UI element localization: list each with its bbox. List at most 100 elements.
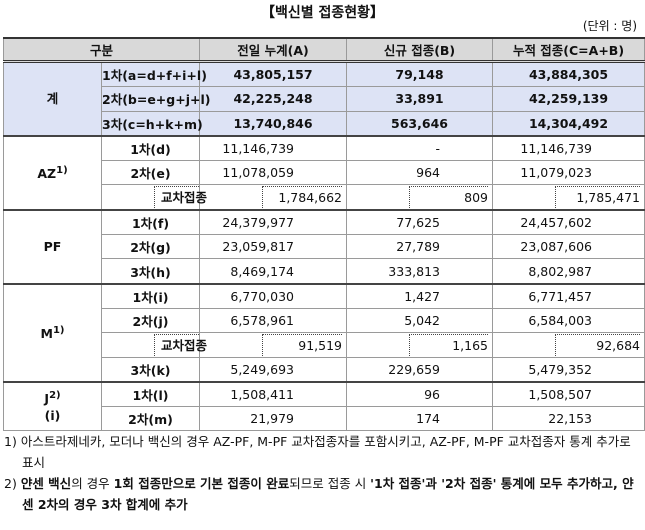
table-row: 3차(c=h+k+m) 13,740,846 563,646 14,304,492 — [4, 110, 645, 137]
row-label: 2차(m) — [101, 406, 200, 432]
cell-value: 1,508,507 — [492, 380, 645, 408]
table-row: PF 1차(f) 24,379,977 77,625 24,457,602 — [3, 208, 645, 285]
cell-value: 5,479,352 — [492, 356, 645, 383]
cell-value: 23,059,817 — [199, 234, 347, 260]
title: 【백신별 접종현황】 — [260, 5, 385, 21]
row-label: 2차(j) — [101, 307, 200, 334]
note: 1) 아스트라제네카, 모더나 백신의 경우 AZ-PF, M-PF 교차접종자… — [4, 431, 642, 473]
cell-value: 229,659 — [346, 356, 493, 383]
table-row: 2차(e) 11,078,059 964 11,079,023 — [4, 160, 645, 186]
cell-value: 92,684 — [492, 332, 645, 358]
column-header: 구분 — [3, 37, 200, 63]
cell-value: 11,078,059 — [199, 160, 347, 186]
cell-value: 43,884,305 — [492, 60, 645, 88]
group-name: J — [44, 391, 50, 407]
cell-value: 563,646 — [346, 110, 493, 137]
group-label: 계 — [3, 60, 102, 137]
cell-value: 43,805,157 — [199, 60, 347, 88]
row-label: 1차(l) — [101, 380, 200, 408]
group-name: M — [40, 325, 53, 341]
note-mark: 2) — [4, 476, 17, 491]
group-label: PF — [3, 208, 102, 285]
unit: (단위 : 명) — [582, 19, 637, 33]
group-name: 계 — [46, 90, 59, 106]
cell-value: 1,427 — [346, 282, 493, 309]
cell-value: 13,740,846 — [199, 110, 347, 137]
cell-value: 77,625 — [346, 208, 493, 236]
note-text: '1차 접종'과 '2차 접종' 통계에 모두 추가하고, 얀센 2차의 경우 … — [22, 476, 634, 512]
note-text: 1회 접종만으로 기본 접종이 완료 — [113, 476, 290, 491]
table-row: 2차(m) 21,979 174 22,153 — [4, 406, 645, 432]
note-text: 의 경우 — [71, 476, 114, 491]
table-row: M1) 1차(i) 6,770,030 1,427 6,771,457 — [3, 282, 645, 383]
group-label: M1) — [3, 282, 102, 383]
cell-value: 6,770,030 — [199, 282, 347, 309]
cell-value: 809 — [346, 184, 493, 211]
cell-value: 11,079,023 — [492, 160, 645, 186]
row-label: 2차(e) — [101, 160, 200, 186]
cross-label: 교차접종 — [154, 333, 207, 356]
cross-value: 92,684 — [555, 333, 640, 356]
note-mark: 1) — [4, 434, 17, 449]
cell-value: 1,785,471 — [492, 184, 645, 211]
table-row: 2차(g) 23,059,817 27,789 23,087,606 — [4, 234, 645, 260]
cell-value: 6,771,457 — [492, 282, 645, 309]
row-label: 1차(d) — [101, 134, 200, 162]
note-text: 얀센 백신 — [20, 476, 72, 491]
table-row: 교차접종 91,519 1,165 92,684 — [4, 332, 645, 358]
cell-value: 964 — [346, 160, 493, 186]
cell-value: 1,784,662 — [199, 184, 347, 211]
group-sub: (i) — [44, 407, 61, 423]
cell-value: 8,469,174 — [199, 258, 347, 285]
table-row: 계 1차(a=d+f+i+l) 43,805,157 79,148 43,884,305 — [3, 60, 645, 137]
cell-value: 24,457,602 — [492, 208, 645, 236]
cell-value: 27,789 — [346, 234, 493, 260]
group-label: J2) (i) — [3, 380, 102, 432]
table-row: 2차(b=e+g+j+l) 42,225,248 33,891 42,259,139 — [4, 86, 645, 112]
cell-value: 24,379,977 — [199, 208, 347, 236]
header-row: 구분 전일 누계(A) 신규 접종(B) 누적 접종(C=A+B) — [3, 37, 645, 63]
cell-value: 21,979 — [199, 406, 347, 432]
table-row: 교차접종 1,784,662 809 1,785,471 — [4, 184, 645, 211]
cell-value: 96 — [346, 380, 493, 408]
cross-value: 1,785,471 — [555, 186, 640, 209]
cell-value: 91,519 — [199, 332, 347, 358]
group-note: 2) — [49, 390, 61, 402]
cell-value: 11,146,739 — [492, 134, 645, 162]
notes: 1) 아스트라제네카, 모더나 백신의 경우 AZ-PF, M-PF 교차접종자… — [4, 431, 642, 515]
cell-value: 174 — [346, 406, 493, 432]
cell-value: - — [346, 134, 493, 162]
row-label: 3차(k) — [101, 356, 200, 383]
cell-value: 23,087,606 — [492, 234, 645, 260]
cell-value: 1,165 — [346, 332, 493, 358]
cross-label: 교차접종 — [154, 186, 207, 209]
cell-value: 6,578,961 — [199, 307, 347, 334]
cell-value: 33,891 — [346, 86, 493, 112]
table-row: J2) (i) 1차(l) 1,508,411 96 1,508,507 — [3, 380, 645, 432]
row-label: 1차(f) — [101, 208, 200, 236]
row-label: 1차(a=d+f+i+l) — [101, 60, 207, 88]
row-label: 교차접종 — [101, 332, 207, 358]
row-label: 3차(h) — [101, 258, 200, 285]
group-name: AZ — [37, 165, 57, 181]
group-note: 1) — [52, 324, 65, 336]
row-label: 2차(b=e+g+j+l) — [101, 86, 210, 112]
cell-value: 79,148 — [346, 60, 493, 88]
cross-value: 91,519 — [262, 333, 342, 356]
note: 2) 얀센 백신의 경우 1회 접종만으로 기본 접종이 완료되므로 접종 시 … — [4, 473, 642, 515]
cross-value: 809 — [409, 186, 488, 209]
note-text: 아스트라제네카, 모더나 백신의 경우 AZ-PF, M-PF 교차접종자를 포… — [20, 434, 631, 470]
cross-value: 1,165 — [409, 333, 488, 356]
column-header: 누적 접종(C=A+B) — [492, 37, 645, 63]
cell-value: 5,249,693 — [199, 356, 347, 383]
table-row: 2차(j) 6,578,961 5,042 6,584,003 — [4, 307, 645, 334]
row-label: 1차(i) — [101, 282, 200, 309]
table-body: 계 1차(a=d+f+i+l) 43,805,157 79,148 43,884,305… — [3, 60, 645, 432]
cell-value: 22,153 — [492, 406, 645, 432]
group-label: AZ1) — [3, 134, 102, 211]
note-text: 되므로 접종 시 — [289, 476, 371, 491]
cell-value: 14,304,492 — [492, 110, 645, 137]
vaccine-table: 구분 전일 누계(A) 신규 접종(B) 누적 접종(C=A+B) 계 1차(a=d+f+… — [3, 37, 645, 432]
group-note: 1) — [56, 164, 68, 176]
